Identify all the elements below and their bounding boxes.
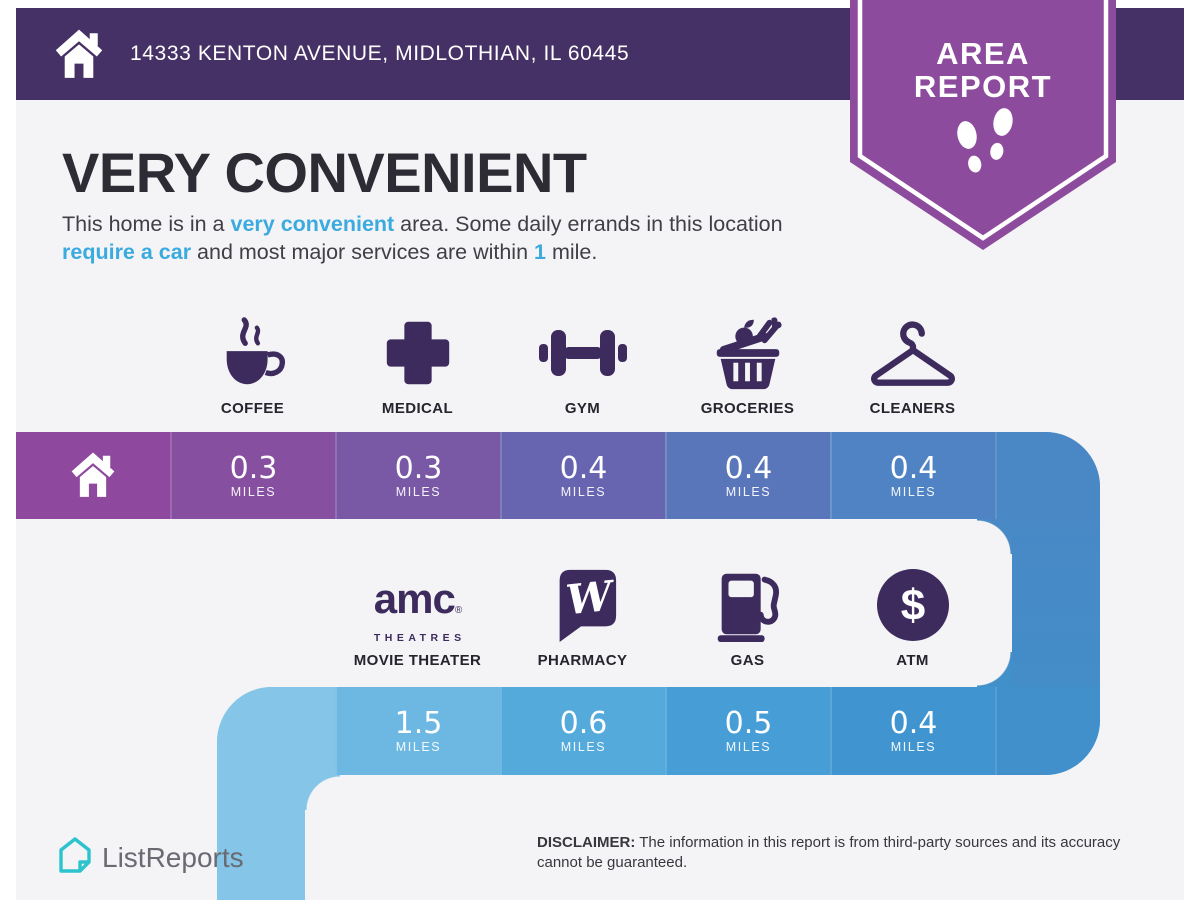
intro-accent-mile: 1 (534, 240, 546, 264)
distance-cell-cleaners: 0.4 MILES (830, 432, 995, 519)
amc-wordmark: amc (373, 575, 456, 622)
distance-cell-medical: 0.3 MILES (335, 432, 500, 519)
poi-label: MEDICAL (381, 400, 454, 417)
intro-accent-convenient: very convenient (230, 212, 395, 236)
walgreens-logo: W (500, 548, 665, 647)
dumbbell-icon (500, 296, 665, 395)
listreports-house-icon (58, 836, 92, 879)
intro-text: This home is in a (62, 212, 231, 236)
property-address: 14333 KENTON AVENUE, MIDLOTHIAN, IL 6044… (130, 42, 630, 65)
poi-gym: GYM (500, 296, 665, 417)
badge-line1: AREA (936, 36, 1030, 71)
hanger-icon (830, 296, 995, 395)
distance-cell-gas: 0.5 MILES (665, 687, 830, 775)
distance-cell-groceries: 0.4 MILES (665, 432, 830, 519)
distance-cell-movie-theater: 1.5 MILES (335, 687, 500, 775)
poi-label: PHARMACY (537, 652, 628, 669)
poi-groceries: GROCERIES (665, 296, 830, 417)
poi-label: MOVIE THEATER (353, 652, 482, 669)
grocery-basket-icon (665, 296, 830, 395)
listreports-logo: ListReports (58, 836, 244, 879)
distance-unit: MILES (890, 484, 937, 499)
area-report-badge: AREA REPORT (850, 0, 1116, 250)
intro-paragraph: This home is in a very convenient area. … (62, 210, 842, 266)
badge-line2: REPORT (914, 69, 1052, 104)
distance-value: 0.3 (229, 450, 278, 486)
disclaimer-label: DISCLAIMER: (537, 834, 636, 851)
distance-value: 0.3 (394, 450, 443, 486)
poi-gas: GAS (665, 548, 830, 669)
page-title: VERY CONVENIENT (62, 141, 587, 204)
intro-text: area. Some daily errands in this locatio… (394, 212, 783, 236)
poi-cleaners: CLEANERS (830, 296, 995, 417)
intro-text: mile. (545, 240, 598, 264)
intro-text: and most major services are within (191, 240, 535, 264)
poi-medical: MEDICAL (335, 296, 500, 417)
distance-value: 0.6 (559, 706, 608, 741)
snake-inner-fillet (977, 652, 1012, 687)
gas-pump-icon (665, 548, 830, 647)
distance-unit: MILES (395, 740, 442, 754)
distance-value: 0.4 (889, 706, 938, 741)
disclaimer-text: The information in this report is from t… (537, 834, 1121, 871)
medical-cross-icon (335, 296, 500, 395)
poi-label: GYM (564, 400, 601, 417)
distance-value: 0.4 (724, 450, 773, 486)
home-icon (70, 449, 116, 502)
distance-cell-pharmacy: 0.6 MILES (500, 687, 665, 775)
amc-theatres-logo: amc® THEATRES (335, 548, 500, 647)
distance-unit: MILES (560, 484, 607, 499)
distance-bar-bottom: 1.5 MILES 0.6 MILES 0.5 MILES 0.4 MILES (217, 687, 1100, 775)
snake-bottom-left-corner (217, 687, 335, 775)
walgreens-w: W (563, 571, 618, 624)
distance-cell-gym: 0.4 MILES (500, 432, 665, 519)
distance-unit: MILES (725, 740, 772, 754)
brand-name: ListReports (102, 841, 244, 873)
poi-label: COFFEE (220, 400, 285, 417)
intro-accent-car: require a car (62, 240, 192, 264)
distance-cell-coffee: 0.3 MILES (170, 432, 335, 519)
poi-label: ATM (896, 652, 929, 669)
snake-inner-fillet (977, 519, 1012, 554)
distance-unit: MILES (890, 740, 937, 754)
disclaimer: DISCLAIMER: The information in this repo… (537, 833, 1137, 872)
distance-value: 1.5 (394, 706, 443, 741)
atm-icon: $ (830, 548, 995, 647)
registered-mark: ® (454, 605, 462, 616)
amc-subtext: THEATRES (373, 632, 466, 644)
dollar-sign: $ (900, 581, 924, 630)
poi-pharmacy: W PHARMACY (500, 548, 665, 669)
distance-unit: MILES (395, 484, 442, 499)
distance-cell-atm: 0.4 MILES (830, 687, 995, 775)
footprints-icon (957, 108, 1013, 173)
distance-value: 0.4 (559, 450, 608, 486)
poi-atm: $ ATM (830, 548, 995, 669)
poi-label: CLEANERS (869, 400, 956, 417)
poi-coffee: COFFEE (170, 296, 335, 417)
distance-value: 0.5 (724, 706, 773, 741)
home-icon (54, 26, 104, 83)
distance-value: 0.4 (889, 450, 938, 486)
distance-unit: MILES (230, 484, 277, 499)
distance-unit: MILES (725, 484, 772, 499)
home-origin-cell (16, 432, 170, 519)
distance-unit: MILES (560, 740, 607, 754)
poi-label: GROCERIES (700, 400, 795, 417)
distance-bar-top: 0.3 MILES 0.3 MILES 0.4 MILES 0.4 MILES … (16, 432, 1100, 519)
poi-label: GAS (730, 652, 765, 669)
coffee-icon (170, 296, 335, 395)
snake-top-corner (995, 432, 1100, 519)
poi-movie-theater: amc® THEATRES MOVIE THEATER (335, 548, 500, 670)
snake-inner-fillet (305, 775, 340, 810)
